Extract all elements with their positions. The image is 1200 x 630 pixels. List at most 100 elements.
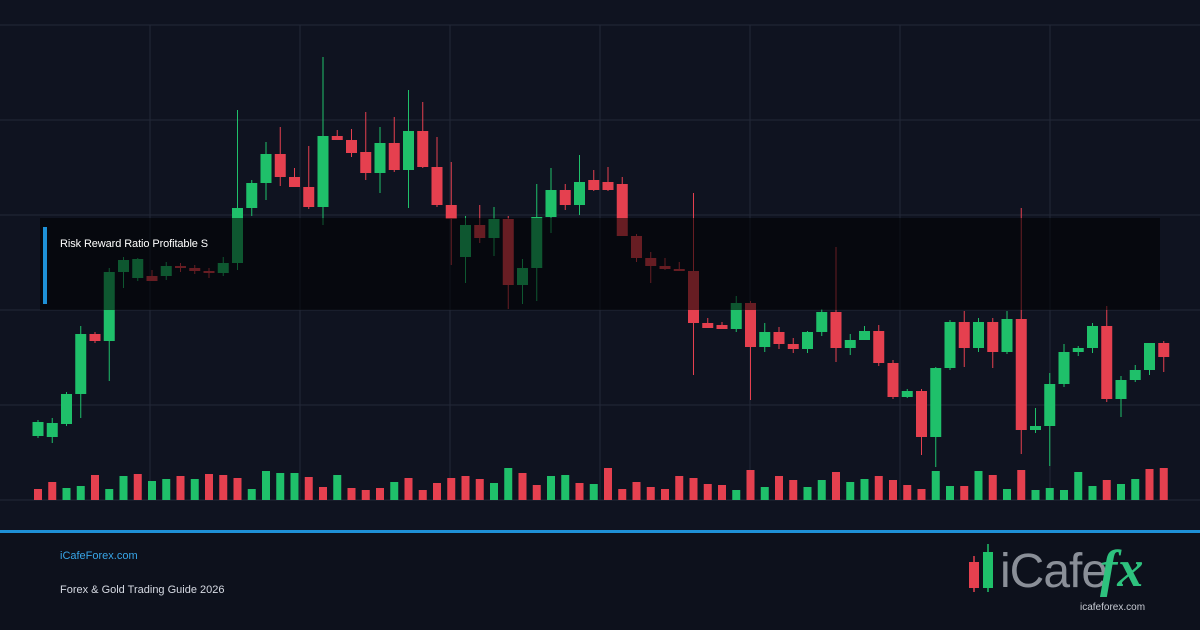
volume-bar [1131,479,1140,500]
volume-bar [290,473,299,500]
candle-up [260,154,272,183]
brand-logo[interactable]: iCafe fx icafeforex.com [966,542,1176,622]
volume-bar [917,489,926,500]
volume-bar [903,485,912,500]
volume-bar [1102,480,1111,500]
volume-bar [119,476,128,500]
volume-bar [547,476,555,500]
candle-up [1058,352,1070,384]
candle-up [1030,426,1041,430]
volume-bar [276,473,285,500]
volume-bar [746,470,755,500]
volume-bar [860,479,869,500]
candle-up [816,312,828,332]
volume-bar [703,484,712,500]
volume-bar [931,471,940,500]
volume-bar [874,476,883,500]
candle-up [944,322,956,368]
candle-down [702,323,714,328]
candle-down [773,332,785,344]
logo-fx-mark: fx [1100,541,1144,598]
volume-bar [148,481,156,500]
volume-bar [418,490,427,500]
volume-bar [689,478,698,500]
volume-bar [561,475,570,500]
logo-url: icafeforex.com [1080,602,1146,613]
volume-bar [1159,468,1168,500]
volume-bar [1045,488,1054,500]
volume-bar [205,474,213,500]
volume-bar [390,482,399,500]
volume-bar [376,488,384,500]
volume-bar [832,472,840,500]
volume-bar [1060,490,1068,500]
volume-bar [589,484,598,500]
volume-bar [91,475,99,500]
volume-bar [518,473,527,500]
volume-bar [1074,472,1083,500]
volume-bar [333,475,342,500]
volume-bar [176,476,185,500]
candle-up [246,183,258,208]
volume-bar [1003,489,1011,500]
volume-bar [1017,470,1026,500]
volume-bar [1031,490,1040,500]
volume-bar [661,489,669,500]
banner-accent-bar [43,227,47,304]
candle-up [374,143,386,173]
volume-bar [105,489,114,500]
volume-bar [732,490,741,500]
candle-up [1072,348,1084,352]
volume-bar [646,487,655,500]
volume-bar [575,483,584,500]
candle-down [616,184,628,236]
candle-down [958,322,970,348]
candle-down [987,322,999,352]
volume-bar [133,474,142,500]
candle-up [973,322,984,348]
candle-down [1015,319,1027,430]
volume-bar [504,468,513,500]
candle-down [1158,343,1170,357]
volume-bar [846,482,855,500]
footer-site-link[interactable]: iCafeForex.com [60,550,138,562]
candle-down [1101,326,1113,399]
candle-down [388,143,400,170]
candlestick-logo-icon [969,544,993,592]
volume-bar [632,482,641,500]
candle-down [588,180,600,190]
volume-bar [490,483,498,500]
candle-down [289,177,300,187]
volume-bar [1088,486,1097,500]
candle-down [559,190,571,205]
candle-up [1001,319,1013,352]
candle-down [873,331,885,363]
volume-bar [219,475,228,500]
volume-bar [304,477,313,500]
volume-bar [803,487,812,500]
volume-bar [988,475,997,500]
volume-bar [1145,469,1154,500]
footer [0,533,1200,630]
logo-wordmark: iCafe [1000,545,1108,598]
candle-up [545,190,557,217]
volume-bar [247,489,256,500]
volume-bar [960,486,969,500]
volume-bar [789,480,798,500]
footer-divider [0,530,1200,533]
candle-up [802,332,813,349]
candle-up [859,331,870,340]
candle-up [759,332,771,347]
candle-down [274,154,286,177]
candle-down [360,152,372,173]
candle-down [346,140,357,153]
candle-up [75,334,87,394]
volume-bar [404,478,413,500]
volume-bar [775,476,783,500]
volume-bar [461,476,470,500]
volume-bar [319,487,327,500]
volume-bar [475,479,484,500]
volume-bar [760,487,769,500]
candle-down [602,182,614,190]
